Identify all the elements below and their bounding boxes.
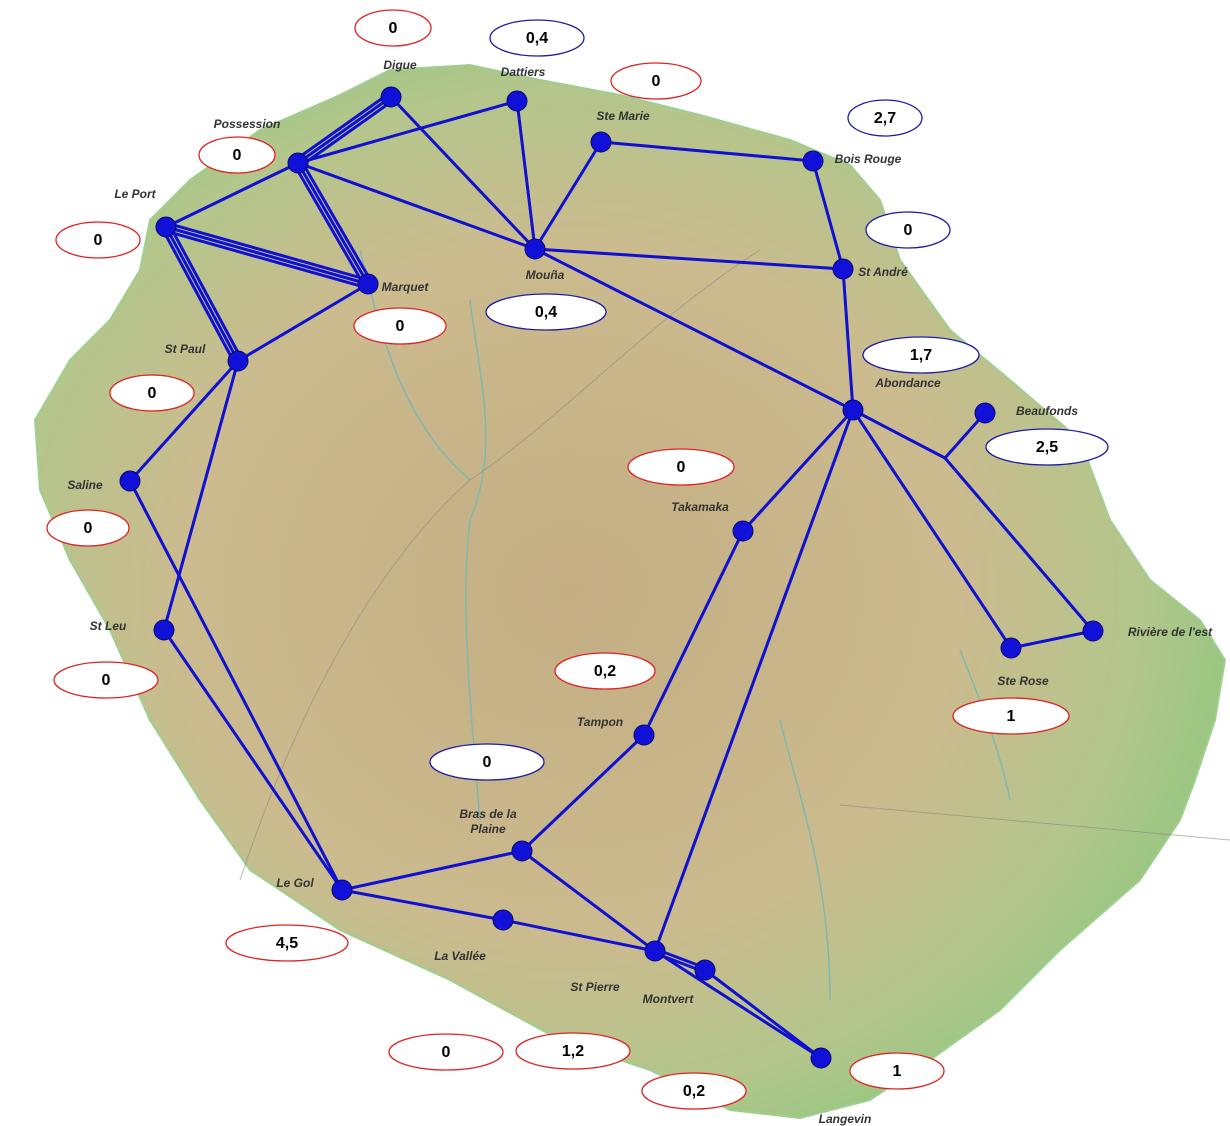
station [493, 910, 513, 930]
value-label: 0 [483, 754, 492, 771]
station [358, 274, 378, 294]
station-label: Langevin [819, 1112, 872, 1126]
station [332, 880, 352, 900]
value-label: 0 [102, 672, 111, 689]
station-label: Tampon [577, 715, 623, 729]
station-label: Possession [214, 117, 281, 131]
station-label: Mouña [526, 268, 565, 282]
station-label: Takamaka [671, 500, 729, 514]
station-label: Rivière de l'est [1128, 625, 1213, 639]
station [288, 153, 308, 173]
station [591, 132, 611, 152]
value-label: 0,2 [683, 1083, 705, 1100]
island [35, 65, 1225, 1118]
value-label: 0,4 [526, 30, 548, 47]
value-label: 0 [442, 1044, 451, 1061]
value-label: 0,2 [594, 663, 616, 680]
station [154, 620, 174, 640]
value-label: 0,4 [535, 304, 557, 321]
station [833, 259, 853, 279]
value-label: 4,5 [276, 935, 298, 952]
station [733, 521, 753, 541]
value-label: 0 [94, 232, 103, 249]
station-label: Montvert [643, 992, 695, 1006]
station-label: St Paul [165, 342, 206, 356]
station [843, 400, 863, 420]
station [228, 351, 248, 371]
station-label: Ste Rose [997, 674, 1049, 688]
value-label: 0 [652, 73, 661, 90]
station-label: Beaufonds [1016, 404, 1078, 418]
value-label: 0 [904, 222, 913, 239]
value-label: 0 [148, 385, 157, 402]
value-label: 1,7 [910, 347, 932, 364]
station-label: Le Gol [276, 876, 314, 890]
station [120, 471, 140, 491]
station [525, 239, 545, 259]
station [695, 960, 715, 980]
value-label: 0 [396, 318, 405, 335]
station-label: Marquet [382, 280, 430, 294]
station-label: St André [858, 265, 908, 279]
station-label: Dattiers [501, 65, 546, 79]
station [1001, 638, 1021, 658]
station [975, 403, 995, 423]
value-label: 0 [677, 459, 686, 476]
value-label: 1,2 [562, 1043, 584, 1060]
value-label: 0 [233, 147, 242, 164]
value-label: 2,7 [874, 110, 896, 127]
station-label: Ste Marie [596, 109, 650, 123]
station-label-line: Plaine [470, 822, 506, 836]
station-label: St Leu [90, 619, 127, 633]
station [156, 217, 176, 237]
station [1083, 621, 1103, 641]
station-label: La Vallée [434, 949, 486, 963]
station [634, 725, 654, 745]
station [507, 91, 527, 111]
station-label: Saline [67, 478, 103, 492]
value-label: 0 [84, 520, 93, 537]
station-label: Digue [383, 58, 417, 72]
value-label: 0 [389, 20, 398, 37]
station-label: St Pierre [570, 980, 620, 994]
station-label: Abondance [874, 376, 941, 390]
station-label: Le Port [114, 187, 156, 201]
station-label: Bois Rouge [835, 152, 902, 166]
value-label: 2,5 [1036, 439, 1058, 456]
station [381, 87, 401, 107]
station [811, 1048, 831, 1068]
value-label: 1 [1007, 708, 1016, 725]
value-label: 1 [893, 1063, 902, 1080]
station [512, 841, 532, 861]
station [645, 941, 665, 961]
network-map: Digue Dattiers Possession Le Port Ste Marie B… [0, 0, 1230, 1126]
station-label-line: Bras de la [459, 807, 517, 821]
station [803, 151, 823, 171]
